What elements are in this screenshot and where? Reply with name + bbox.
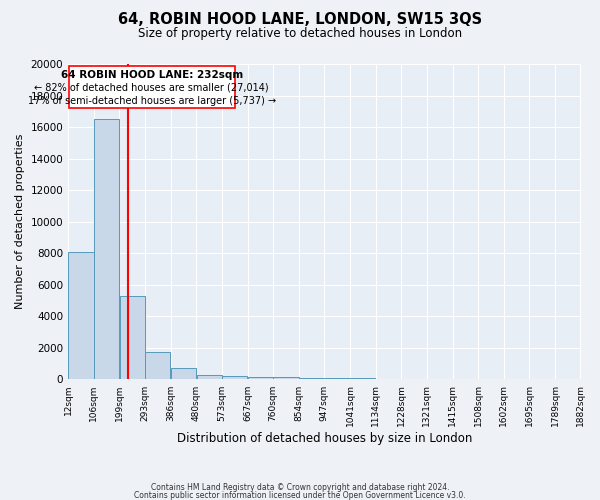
- FancyBboxPatch shape: [69, 66, 235, 108]
- Text: ← 82% of detached houses are smaller (27,014): ← 82% of detached houses are smaller (27…: [34, 83, 269, 93]
- Bar: [427, 379, 452, 380]
- Bar: [376, 378, 401, 380]
- Text: Contains HM Land Registry data © Crown copyright and database right 2024.: Contains HM Land Registry data © Crown c…: [151, 483, 449, 492]
- Bar: [68, 252, 94, 380]
- Bar: [274, 378, 299, 380]
- Y-axis label: Number of detached properties: Number of detached properties: [15, 134, 25, 310]
- Bar: [248, 377, 273, 380]
- Bar: [325, 378, 350, 380]
- Text: Size of property relative to detached houses in London: Size of property relative to detached ho…: [138, 28, 462, 40]
- Bar: [197, 374, 221, 380]
- Text: 64, ROBIN HOOD LANE, LONDON, SW15 3QS: 64, ROBIN HOOD LANE, LONDON, SW15 3QS: [118, 12, 482, 28]
- Text: Contains public sector information licensed under the Open Government Licence v3: Contains public sector information licen…: [134, 492, 466, 500]
- Bar: [222, 376, 247, 380]
- Bar: [299, 378, 324, 380]
- Text: 64 ROBIN HOOD LANE: 232sqm: 64 ROBIN HOOD LANE: 232sqm: [61, 70, 243, 81]
- Bar: [145, 352, 170, 380]
- Text: 17% of semi-detached houses are larger (5,737) →: 17% of semi-detached houses are larger (…: [28, 96, 276, 106]
- Bar: [401, 378, 427, 380]
- Bar: [94, 119, 119, 380]
- X-axis label: Distribution of detached houses by size in London: Distribution of detached houses by size …: [176, 432, 472, 445]
- Bar: [171, 368, 196, 380]
- Bar: [350, 378, 376, 380]
- Bar: [119, 296, 145, 380]
